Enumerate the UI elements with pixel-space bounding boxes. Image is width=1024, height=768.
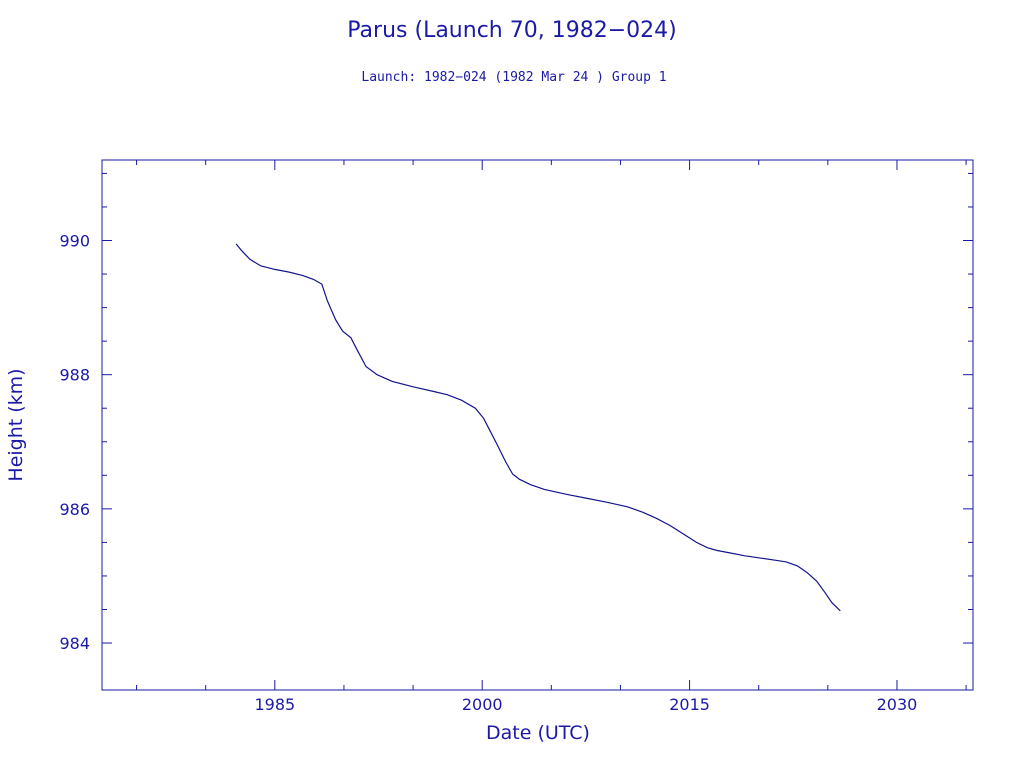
axis-ticks (102, 160, 973, 690)
chart-title: Parus (Launch 70, 1982−024) (347, 18, 676, 43)
x-tick-label: 2030 (877, 695, 918, 714)
y-tick-label: 984 (59, 634, 90, 653)
x-tick-label: 1985 (254, 695, 295, 714)
y-axis-label: Height (km) (5, 368, 27, 481)
y-tick-label: 988 (59, 366, 90, 385)
chart-subtitle: Launch: 1982−024 (1982 Mar 24 ) Group 1 (361, 70, 666, 85)
plot-frame (101, 159, 974, 691)
y-tick-label: 986 (59, 500, 90, 519)
axis-tick-labels: 1985 2000 2015 2030 984 986 988 990 (59, 232, 917, 714)
height-series-line (235, 243, 841, 612)
x-tick-label: 2015 (669, 695, 710, 714)
x-tick-label: 2000 (462, 695, 503, 714)
x-axis-label: Date (UTC) (486, 722, 590, 744)
y-tick-label: 990 (59, 232, 90, 251)
